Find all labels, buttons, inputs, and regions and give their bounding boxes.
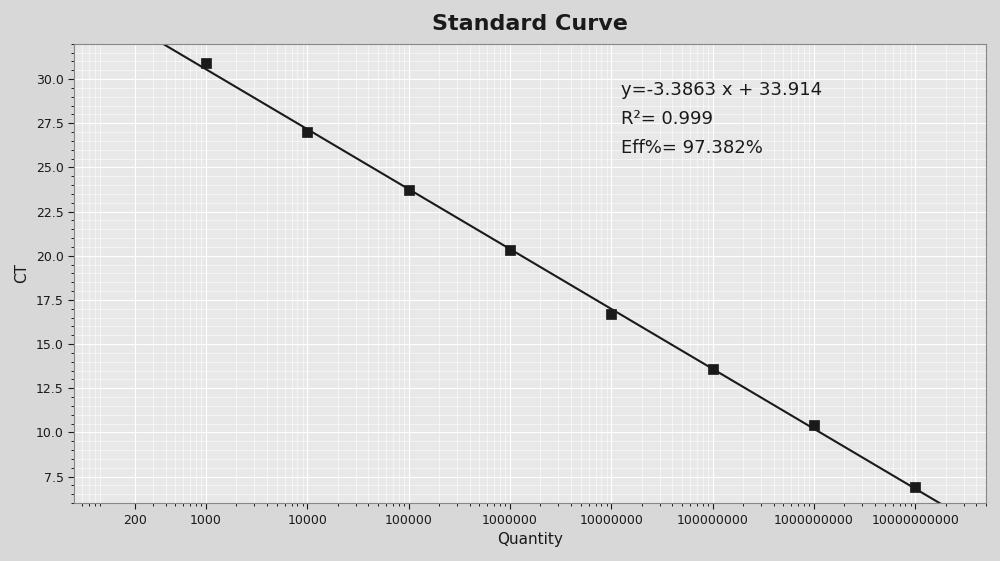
- Point: [299, 128, 315, 137]
- Text: y=-3.3863 x + 33.914
R²= 0.999
Eff%= 97.382%: y=-3.3863 x + 33.914 R²= 0.999 Eff%= 97.…: [621, 81, 822, 157]
- Point: [502, 246, 518, 255]
- Point: [907, 483, 923, 492]
- Point: [401, 186, 417, 195]
- Point: [198, 59, 214, 68]
- X-axis label: Quantity: Quantity: [497, 532, 563, 547]
- Point: [603, 310, 619, 319]
- Point: [806, 421, 822, 430]
- Y-axis label: CT: CT: [14, 264, 29, 283]
- Point: [705, 365, 721, 374]
- Title: Standard Curve: Standard Curve: [432, 14, 628, 34]
